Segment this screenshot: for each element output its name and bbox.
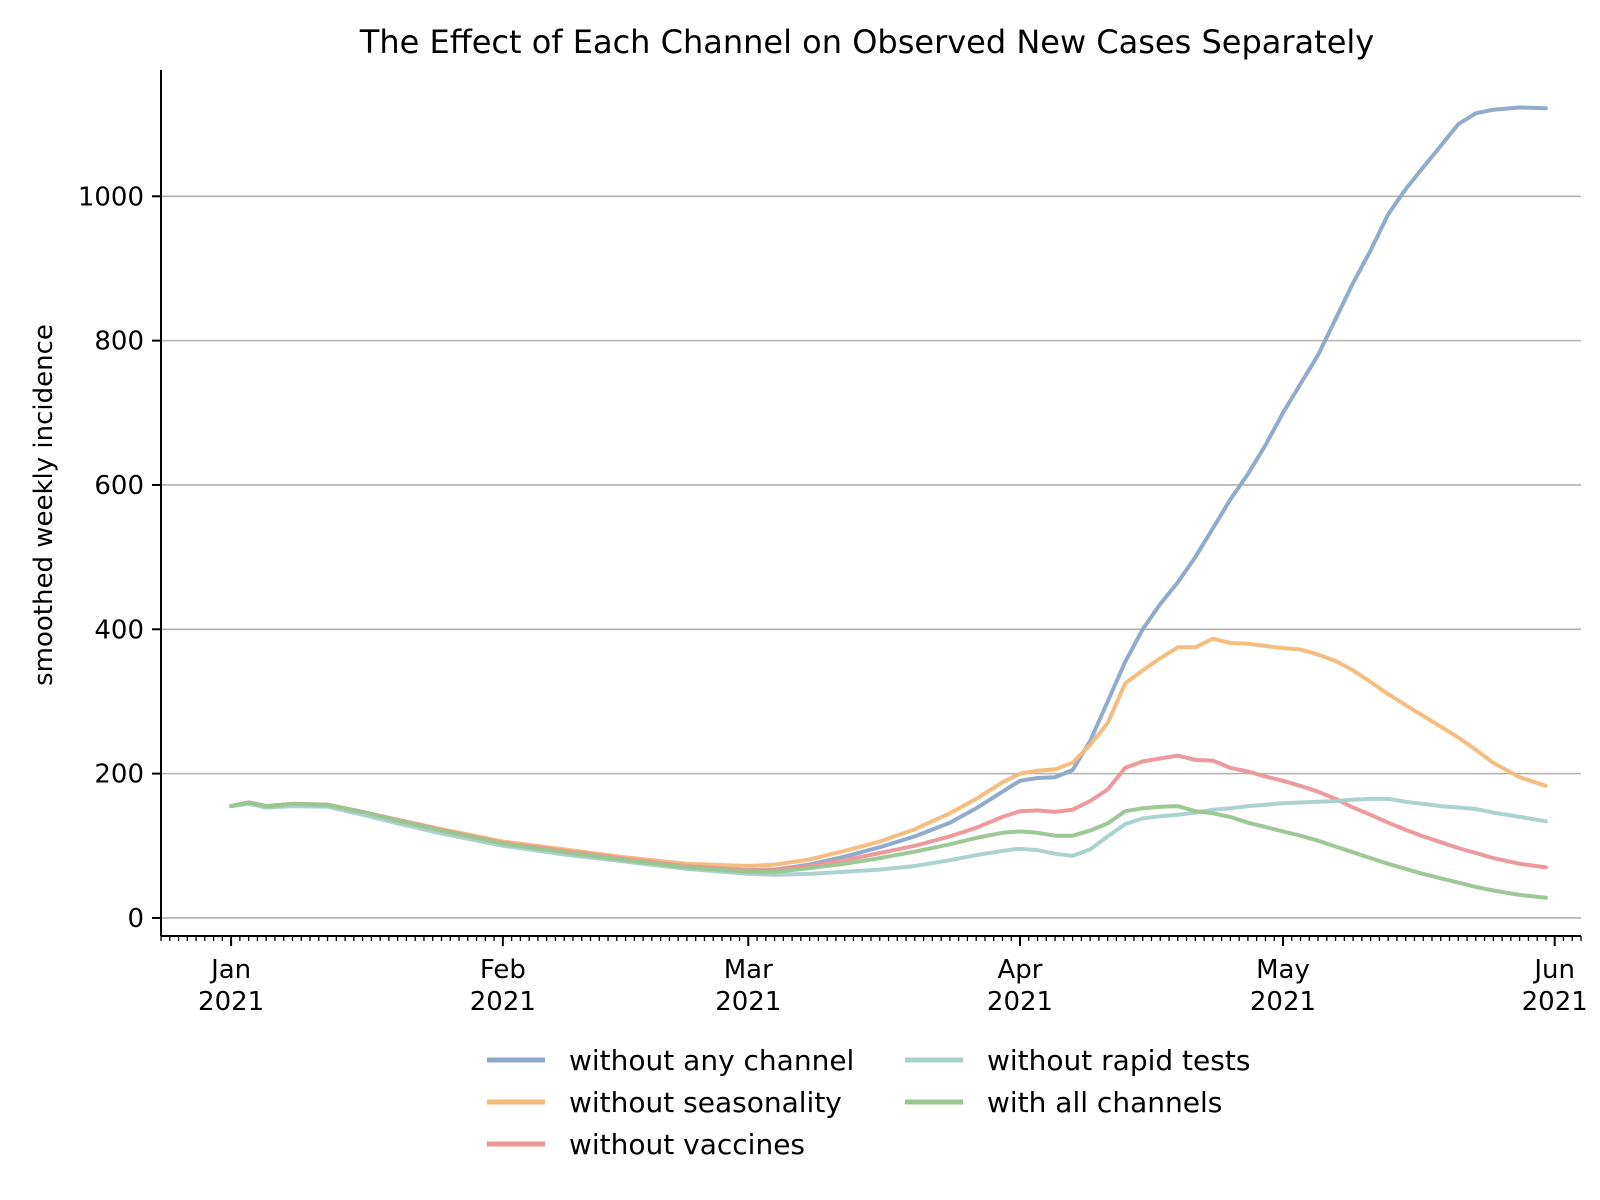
y-axis-label: smoothed weekly incidence: [29, 324, 59, 686]
y-tick-label: 1000: [78, 182, 144, 212]
y-tick-label: 800: [94, 327, 144, 357]
x-tick-label-month: Feb: [480, 955, 526, 985]
x-tick-label-month: Jan: [209, 955, 251, 985]
axes: [160, 70, 1581, 937]
chart-title: The Effect of Each Channel on Observed N…: [359, 23, 1374, 61]
x-tick-label-month: Apr: [998, 955, 1043, 985]
y-axis-ticks: 0 200 400 600 800 1000: [78, 182, 161, 934]
series-line-without-vaccines: [229, 753, 1548, 873]
series-line-without-rapid-tests: [229, 796, 1548, 877]
legend-label: without seasonality: [569, 1086, 842, 1119]
legend: without any channel without seasonality wi…: [487, 1044, 1250, 1161]
x-tick-label-year: 2021: [470, 987, 536, 1017]
series-line-with-all-channels: [229, 800, 1548, 900]
y-tick-label: 200: [94, 760, 144, 790]
legend-label: without any channel: [569, 1044, 854, 1077]
x-tick-label-year: 2021: [1522, 987, 1588, 1017]
legend-label: with all channels: [987, 1086, 1222, 1119]
x-tick-label-month: May: [1256, 955, 1310, 985]
gridlines: [161, 195, 1581, 919]
x-tick-label-year: 2021: [198, 987, 264, 1017]
x-tick-label-year: 2021: [715, 987, 781, 1017]
y-tick-label: 0: [127, 904, 144, 934]
x-tick-label-year: 2021: [1250, 987, 1316, 1017]
y-tick-label: 400: [94, 615, 144, 645]
series-lines: [229, 105, 1548, 900]
legend-label: without rapid tests: [987, 1044, 1250, 1077]
series-line-without-any-channel: [229, 105, 1548, 873]
x-tick-label-year: 2021: [987, 987, 1053, 1017]
legend-label: without vaccines: [569, 1128, 805, 1161]
x-tick-label-month: Jun: [1532, 955, 1575, 985]
x-tick-label-month: Mar: [724, 955, 773, 985]
y-tick-label: 600: [94, 471, 144, 501]
x-axis-ticks: Jan2021Feb2021Mar2021Apr2021May2021Jun20…: [160, 936, 1588, 1017]
